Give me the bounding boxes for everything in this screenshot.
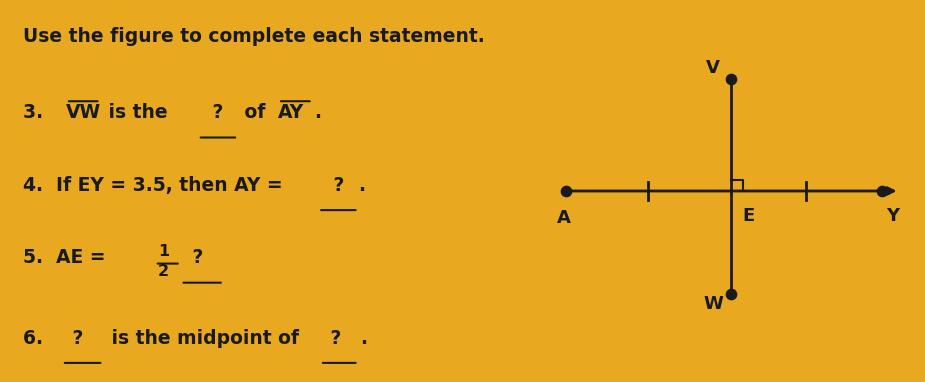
Text: ?: ?: [324, 329, 348, 348]
Text: 6.: 6.: [23, 329, 56, 348]
Text: .: .: [359, 176, 365, 195]
Text: 4.  If EY = 3.5, then AY =: 4. If EY = 3.5, then AY =: [23, 176, 296, 195]
Text: .: .: [314, 103, 321, 122]
Text: 3.: 3.: [23, 103, 56, 122]
Text: .: .: [360, 329, 367, 348]
Text: A: A: [557, 209, 571, 227]
Text: E: E: [742, 207, 755, 225]
Text: ?: ?: [327, 176, 351, 195]
Text: of: of: [238, 103, 272, 122]
Text: ?: ?: [206, 103, 230, 122]
Text: Use the figure to complete each statement.: Use the figure to complete each statemen…: [23, 27, 485, 46]
Point: [723, 291, 738, 297]
Text: VW: VW: [66, 103, 101, 122]
Text: 2: 2: [157, 264, 169, 278]
Point: [723, 76, 738, 82]
Point: [558, 188, 573, 194]
Text: 1: 1: [157, 244, 169, 259]
Text: W: W: [703, 295, 723, 313]
Point: [874, 188, 889, 194]
Text: is the: is the: [102, 103, 180, 122]
Text: ?: ?: [66, 329, 90, 348]
Text: 5.  AE =: 5. AE =: [23, 248, 112, 267]
Text: Y: Y: [886, 207, 899, 225]
Text: V: V: [707, 59, 720, 77]
Text: AY: AY: [278, 103, 304, 122]
Text: is the midpoint of: is the midpoint of: [105, 329, 312, 348]
Text: ?: ?: [187, 248, 210, 267]
